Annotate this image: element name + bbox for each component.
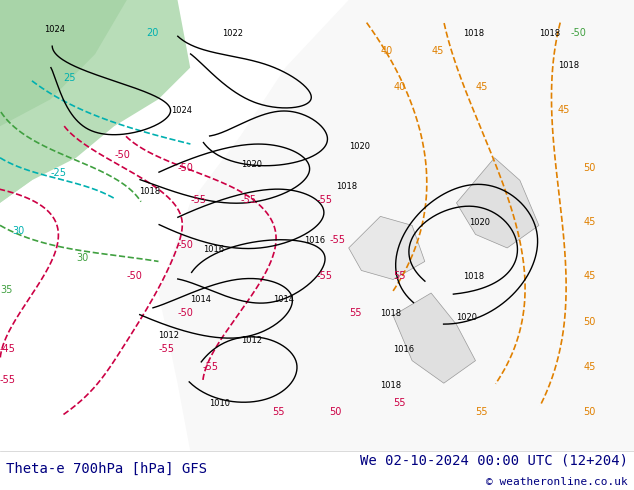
Text: 1018: 1018 xyxy=(139,187,160,196)
Text: -55: -55 xyxy=(190,195,206,205)
Text: We 02-10-2024 00:00 UTC (12+204): We 02-10-2024 00:00 UTC (12+204) xyxy=(359,454,628,467)
Text: 55: 55 xyxy=(349,308,361,318)
Text: 1020: 1020 xyxy=(469,219,490,227)
Text: 1012: 1012 xyxy=(158,331,179,340)
Text: -50: -50 xyxy=(127,271,143,281)
Text: -55: -55 xyxy=(317,271,333,281)
Text: -55: -55 xyxy=(203,362,219,371)
Text: 20: 20 xyxy=(146,28,158,38)
Text: -55: -55 xyxy=(241,195,257,205)
Text: 40: 40 xyxy=(393,82,405,92)
Text: 40: 40 xyxy=(380,46,392,56)
Text: -25: -25 xyxy=(51,168,67,178)
Text: 1014: 1014 xyxy=(273,295,294,304)
Text: 1018: 1018 xyxy=(380,309,401,318)
Text: 1024: 1024 xyxy=(171,106,192,115)
Text: 1018: 1018 xyxy=(539,29,560,38)
Text: -45: -45 xyxy=(0,343,16,354)
Text: 45: 45 xyxy=(476,82,488,92)
Text: 1018: 1018 xyxy=(380,381,401,390)
Text: 30: 30 xyxy=(13,226,25,236)
Text: 1014: 1014 xyxy=(190,295,211,304)
Text: 1024: 1024 xyxy=(44,24,65,33)
Text: 55: 55 xyxy=(273,407,285,416)
Text: 45: 45 xyxy=(431,46,444,56)
Text: 35: 35 xyxy=(0,285,13,295)
Text: 45: 45 xyxy=(583,218,596,227)
Text: -50: -50 xyxy=(114,150,130,160)
Text: Theta-e 700hPa [hPa] GFS: Theta-e 700hPa [hPa] GFS xyxy=(6,462,207,475)
Text: 30: 30 xyxy=(76,253,88,264)
Text: 50: 50 xyxy=(583,317,596,326)
Polygon shape xyxy=(0,0,139,203)
Text: -55: -55 xyxy=(330,235,346,245)
Text: 1020: 1020 xyxy=(349,142,370,151)
Polygon shape xyxy=(158,0,634,451)
Text: 45: 45 xyxy=(583,271,596,281)
Text: 50: 50 xyxy=(583,163,596,173)
Text: -55: -55 xyxy=(0,375,16,385)
Text: 1012: 1012 xyxy=(241,336,262,344)
Text: -50: -50 xyxy=(178,308,193,318)
Text: 1022: 1022 xyxy=(222,29,243,38)
Text: -50: -50 xyxy=(178,240,193,250)
Text: -50: -50 xyxy=(178,163,193,173)
Text: 55: 55 xyxy=(393,398,406,408)
Text: 1010: 1010 xyxy=(209,399,230,408)
Text: 1018: 1018 xyxy=(463,272,484,281)
Text: 1016: 1016 xyxy=(304,237,325,245)
Text: 45: 45 xyxy=(583,362,596,371)
Text: © weatheronline.co.uk: © weatheronline.co.uk xyxy=(486,477,628,487)
Text: 1016: 1016 xyxy=(393,344,414,354)
Text: 55: 55 xyxy=(393,271,406,281)
Text: 55: 55 xyxy=(476,407,488,416)
Polygon shape xyxy=(456,158,539,248)
Text: 1020: 1020 xyxy=(456,313,477,322)
Text: 1020: 1020 xyxy=(241,160,262,169)
Text: 1016: 1016 xyxy=(203,245,224,254)
Polygon shape xyxy=(393,293,476,383)
Text: -50: -50 xyxy=(571,28,586,38)
Text: 50: 50 xyxy=(330,407,342,416)
Polygon shape xyxy=(0,0,190,203)
Text: 50: 50 xyxy=(583,407,596,416)
Polygon shape xyxy=(0,0,127,126)
Text: -55: -55 xyxy=(317,195,333,205)
Text: 1018: 1018 xyxy=(463,29,484,38)
Polygon shape xyxy=(349,217,425,279)
Text: 1018: 1018 xyxy=(558,61,579,70)
Text: 1018: 1018 xyxy=(336,182,357,191)
Text: 45: 45 xyxy=(558,105,571,115)
Text: 25: 25 xyxy=(63,73,76,83)
Text: -55: -55 xyxy=(158,343,174,354)
